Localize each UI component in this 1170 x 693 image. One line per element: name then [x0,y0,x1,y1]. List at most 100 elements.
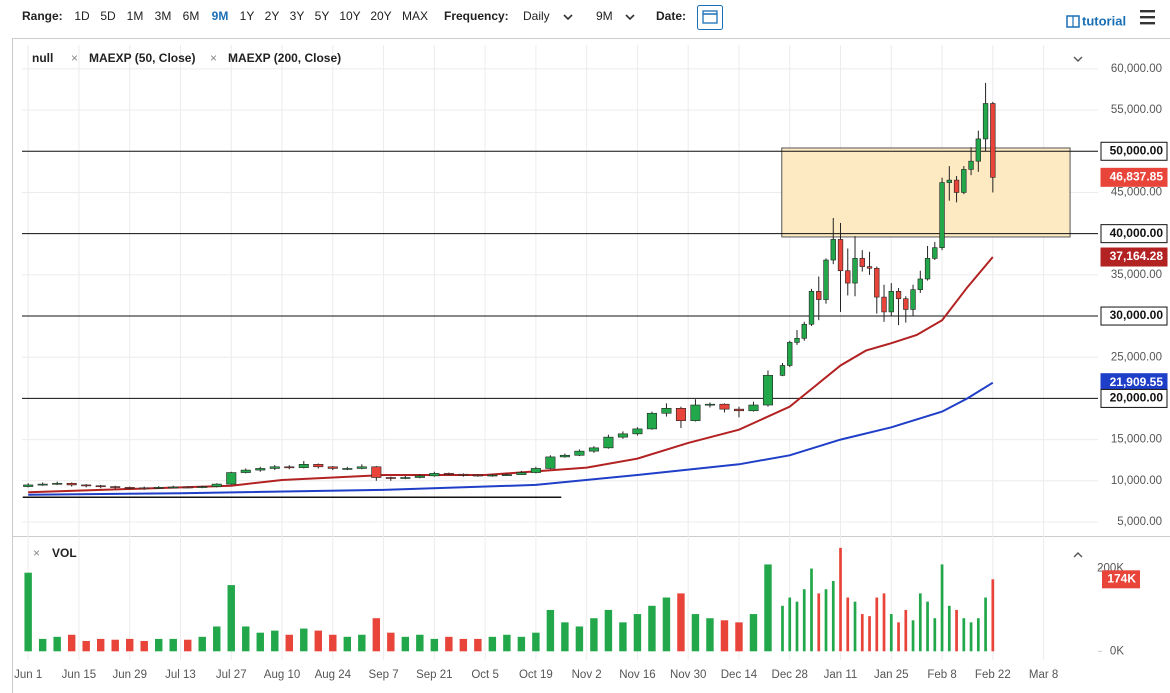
volume-bar [619,622,627,652]
y-tick-label: 60,000.00 [1111,63,1162,75]
overlay: 50,000.00 46,837.85 40,000.00 37,164.28 30,0… [1100,141,1168,589]
range-button[interactable]: MAX [402,9,428,23]
price-label-box [1100,141,1168,161]
volume-bar [445,636,453,652]
volume-bar [889,614,893,652]
chevron[interactable] [563,14,573,21]
volume-bar [662,597,671,652]
candle-body [946,179,952,183]
candle-body [356,466,367,469]
volume-bar [875,597,879,652]
x-tick-label: Jul 27 [216,669,247,681]
volume-bar [933,618,937,652]
candle-body [975,138,981,162]
candle-body [182,486,193,489]
candle-body [961,169,967,193]
candle-body [617,433,628,438]
candle-body [968,160,974,170]
volume-bar [648,605,656,652]
x-tick-label: Dec 28 [772,669,808,681]
y-tick-label: 5,000.00 [1117,516,1162,528]
price-label: 46,837.85 [1110,169,1164,183]
candle-body [284,466,295,469]
candle-body [385,477,396,479]
volume-bar [839,547,842,652]
candle-body [953,179,960,193]
volume-bar [285,634,293,652]
candle-body [603,436,614,449]
volume-bar [706,618,714,652]
candle-body [675,408,686,421]
x-tick-label: Jun 1 [14,669,42,681]
candle-body [881,296,887,313]
candle-body [866,266,873,269]
range-button[interactable]: 5Y [315,9,330,23]
x-tick-label: Nov 2 [572,669,602,681]
range-button[interactable]: 1D [74,9,90,23]
x-tick-label: Mar 8 [1029,669,1058,681]
period-select[interactable]: 9M [596,9,613,23]
candle-body [830,239,836,261]
price-label-box [1100,167,1168,187]
range-button[interactable]: 9M [212,9,229,23]
legend-main: null [32,51,53,65]
range-button[interactable]: 1M [127,9,144,23]
candle-body [226,472,237,485]
candle-body [66,482,77,486]
remove-icon[interactable]: × [71,51,78,65]
range-button[interactable]: 1Y [240,9,255,23]
candle-body [787,342,793,366]
candle-body [632,428,643,435]
candle-body [845,270,851,284]
volume-bar [817,593,821,652]
y-tick-label: 15,000.00 [1111,434,1162,446]
range-button[interactable]: 5D [100,9,116,23]
volume-bar [868,616,871,652]
range-button[interactable]: 20Y [370,9,391,23]
tutorial-link[interactable]: tutorial [1066,13,1126,28]
range-button[interactable]: 6M [183,9,200,23]
volume-bar [984,597,987,652]
volume-bar [416,634,424,652]
range-button[interactable]: 2Y [265,9,280,23]
volume-bar [831,580,835,652]
volume-bar [242,626,250,652]
candle-body [859,258,865,267]
chevron[interactable] [625,14,635,21]
expand-button[interactable] [1073,552,1083,558]
range-button[interactable]: 3Y [290,9,305,23]
range-button[interactable]: 3M [155,9,172,23]
frequency-select[interactable]: Daily [523,9,550,23]
volume-bar [372,618,381,652]
remove-icon[interactable]: × [210,51,217,65]
range-label: Range: [22,9,63,23]
tutorial-text[interactable]: tutorial [1082,13,1126,28]
x-tick-label: Feb 8 [927,669,956,681]
volume-bar [227,585,235,652]
volume-bar [546,609,555,652]
volume-bar [735,622,743,652]
x-tick-label: Oct 19 [519,669,553,681]
collapse-button[interactable] [1073,56,1083,62]
menu-button[interactable] [1140,10,1155,25]
volume-bar [955,609,958,652]
volume-tick-label: 0K [1110,645,1124,657]
candle-body [837,239,844,272]
volume-bar [488,636,497,652]
volume-bar [358,634,366,652]
calendar-button[interactable] [697,5,723,30]
remove-icon[interactable]: × [33,546,40,560]
volume-bar [401,636,410,652]
candle-body [559,454,570,458]
volume-bar [853,601,857,652]
volume-bar [314,630,323,652]
candle-body [748,404,759,412]
y-tick-label: 35,000.00 [1111,269,1162,281]
candle-body [298,464,309,468]
range-button[interactable]: 10Y [339,9,360,23]
candle-body [255,468,266,471]
volume-bar [976,618,980,652]
candle-body [501,474,512,476]
range-buttons: 1D 5D 1M 3M 6M 9M 1Y 2Y 3Y 5Y 10Y 20Y MAX [74,9,428,23]
